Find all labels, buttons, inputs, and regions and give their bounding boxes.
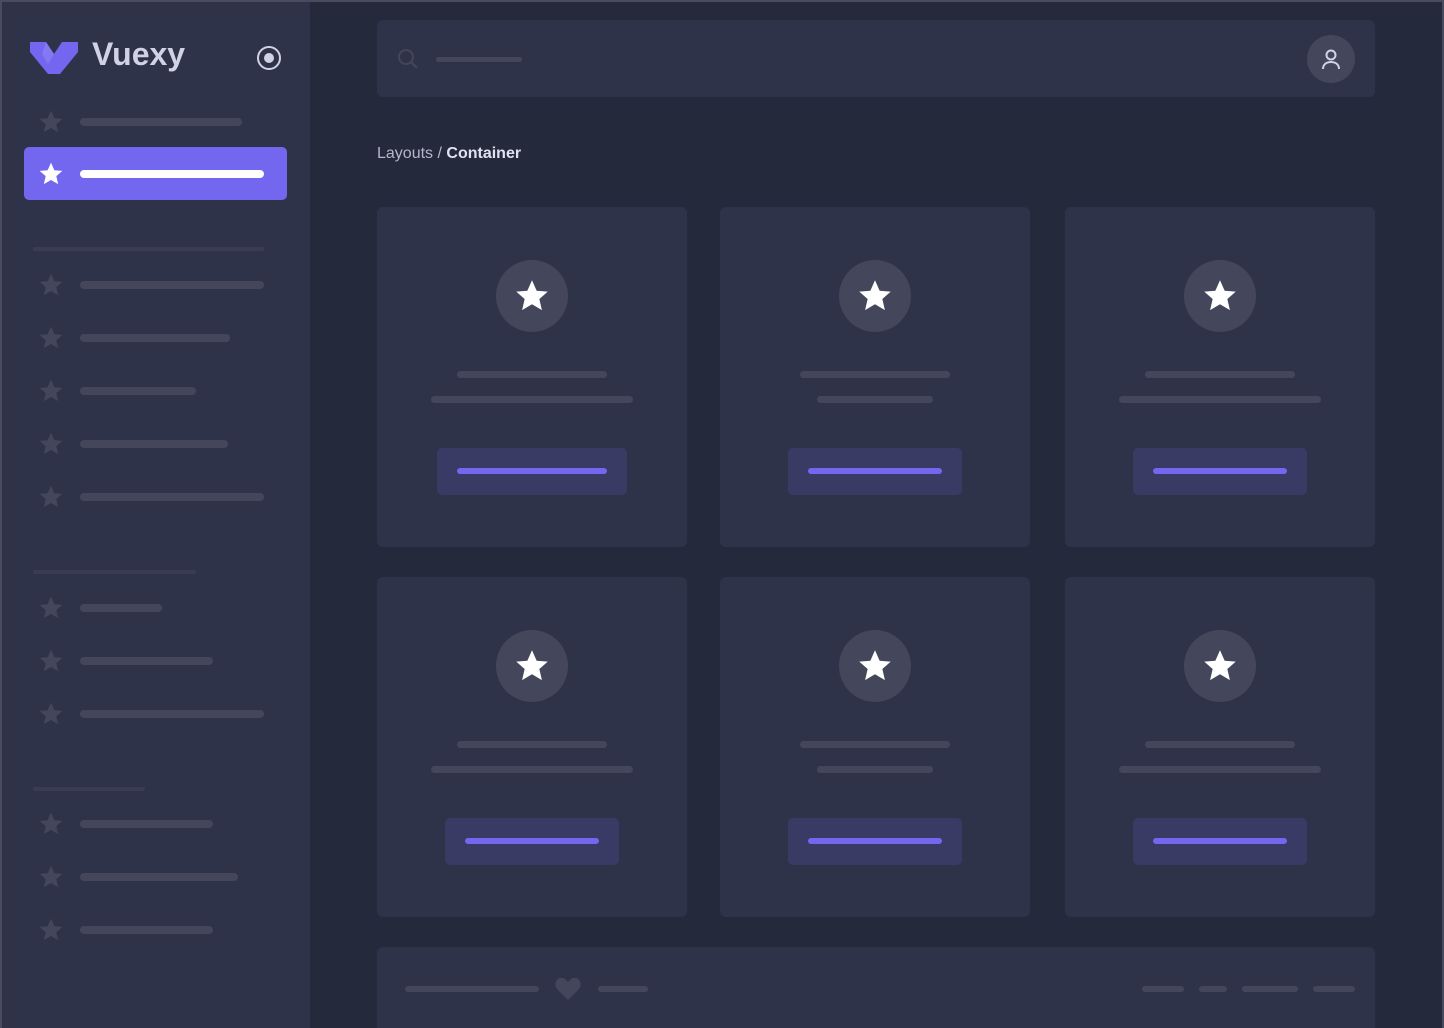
sidebar-item[interactable]	[80, 334, 230, 342]
footer-link[interactable]	[1242, 986, 1298, 992]
star-icon	[38, 325, 64, 351]
star-icon	[514, 278, 550, 314]
search-icon[interactable]	[397, 48, 419, 70]
section-header	[33, 247, 264, 251]
card-title	[457, 741, 607, 748]
sidebar-item[interactable]	[80, 657, 213, 665]
card-button[interactable]	[788, 448, 962, 495]
star-icon	[38, 595, 64, 621]
radio-circle-icon[interactable]	[256, 45, 282, 71]
card-button[interactable]	[445, 818, 619, 865]
card-button[interactable]	[437, 448, 627, 495]
top-navbar	[377, 20, 1375, 97]
star-icon	[38, 161, 64, 187]
breadcrumb-current: Container	[446, 145, 522, 162]
star-icon	[38, 648, 64, 674]
card-title	[1145, 371, 1295, 378]
sidebar-item[interactable]	[80, 820, 213, 828]
sidebar-item[interactable]	[80, 170, 264, 178]
star-icon	[857, 278, 893, 314]
star-icon	[38, 917, 64, 943]
card	[720, 207, 1030, 547]
section-header	[33, 787, 145, 791]
star-icon	[38, 701, 64, 727]
card-button[interactable]	[1133, 818, 1307, 865]
card	[720, 577, 1030, 917]
card-text	[431, 396, 633, 403]
v-logo-icon	[30, 42, 78, 74]
card-text	[431, 766, 633, 773]
star-icon	[38, 431, 64, 457]
card-icon-badge	[496, 260, 568, 332]
star-icon	[38, 811, 64, 837]
sidebar-item[interactable]	[80, 281, 264, 289]
breadcrumb: Layouts / Container	[377, 145, 521, 163]
section-header	[33, 570, 196, 574]
card-title	[1145, 741, 1295, 748]
card-icon-badge	[1184, 630, 1256, 702]
footer-text	[598, 986, 648, 992]
star-icon	[514, 648, 550, 684]
sidebar-item[interactable]	[80, 387, 196, 395]
star-icon	[857, 648, 893, 684]
footer-text	[405, 986, 539, 992]
star-icon	[38, 484, 64, 510]
card-button[interactable]	[1133, 448, 1307, 495]
card	[1065, 577, 1375, 917]
card	[377, 207, 687, 547]
card-title	[457, 371, 607, 378]
star-icon	[38, 864, 64, 890]
sidebar-item[interactable]	[80, 710, 264, 718]
card-icon-badge	[496, 630, 568, 702]
card-title	[800, 741, 950, 748]
card-button[interactable]	[788, 818, 962, 865]
card	[1065, 207, 1375, 547]
breadcrumb-separator: /	[433, 145, 447, 162]
sidebar: Vuexy	[2, 2, 310, 1028]
breadcrumb-parent[interactable]: Layouts	[377, 145, 434, 162]
card-text	[817, 766, 933, 773]
footer-link[interactable]	[1142, 986, 1184, 992]
star-icon	[38, 272, 64, 298]
card-icon-badge	[1184, 260, 1256, 332]
star-icon	[38, 378, 64, 404]
user-avatar[interactable]	[1307, 35, 1355, 83]
brand-name: Vuexy	[92, 36, 186, 72]
user-icon	[1322, 49, 1340, 70]
sidebar-item[interactable]	[80, 604, 162, 612]
card-icon-badge	[839, 630, 911, 702]
footer-link[interactable]	[1199, 986, 1227, 992]
card-title	[800, 371, 950, 378]
sidebar-item[interactable]	[80, 440, 228, 448]
sidebar-item[interactable]	[80, 493, 264, 501]
card-text	[817, 396, 933, 403]
star-icon	[1202, 648, 1238, 684]
card	[377, 577, 687, 917]
star-icon	[1202, 278, 1238, 314]
heart-icon	[555, 977, 581, 1000]
star-icon	[38, 109, 64, 135]
search-input[interactable]	[436, 57, 522, 62]
footer-link[interactable]	[1313, 986, 1355, 992]
footer	[377, 947, 1375, 1028]
sidebar-item[interactable]	[80, 873, 238, 881]
sidebar-item[interactable]	[80, 118, 242, 126]
card-text	[1119, 396, 1321, 403]
sidebar-item[interactable]	[80, 926, 213, 934]
card-text	[1119, 766, 1321, 773]
card-icon-badge	[839, 260, 911, 332]
